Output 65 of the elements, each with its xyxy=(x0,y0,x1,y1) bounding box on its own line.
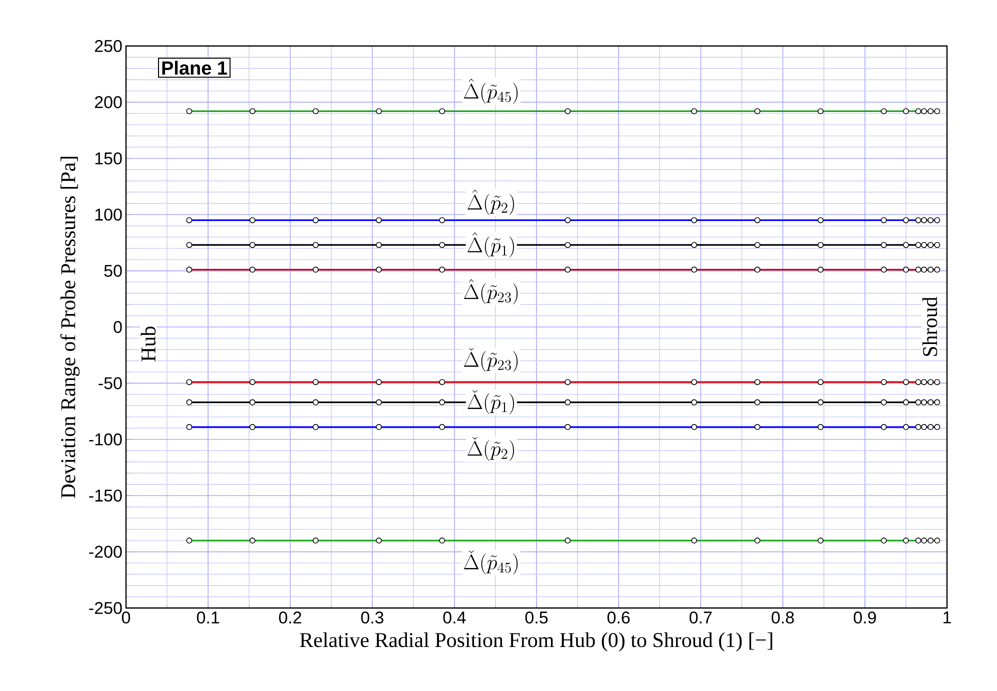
point xyxy=(564,242,571,248)
point xyxy=(186,242,192,248)
x-tick-label: 0.2 xyxy=(279,612,302,624)
point xyxy=(934,242,940,248)
y-tick-label: 250 xyxy=(94,40,122,52)
point xyxy=(691,399,698,406)
x-tick-label: 0.5 xyxy=(525,612,548,624)
annotation: $\hat{\Delta}(\tilde{p}_{1})$ xyxy=(468,232,514,258)
point xyxy=(249,242,256,248)
x-tick-label: 0.1 xyxy=(196,612,220,624)
x-tick-label: 0.7 xyxy=(690,612,712,624)
x-tick-label: 0.9 xyxy=(854,612,876,624)
x-axis-title: Relative Radial Position From Hub (0) to Shroud (1) [−] xyxy=(300,632,772,652)
x-tick-label: 1 xyxy=(944,612,951,624)
point xyxy=(439,242,446,248)
y-tick-label: 150 xyxy=(95,152,122,164)
point xyxy=(921,399,928,406)
point xyxy=(249,399,256,406)
annotation: $\check{\Delta}(\tilde{p}_{23})$ xyxy=(464,348,518,372)
y-tick-label: -50 xyxy=(98,377,122,390)
point xyxy=(376,242,382,248)
y-tick-label: 100 xyxy=(95,208,122,221)
x-tick-label: 0.8 xyxy=(772,612,794,624)
text: Plane 1 xyxy=(162,60,228,75)
point xyxy=(934,399,940,406)
annotation: $\check{\Delta}(\tilde{p}_{45})$ xyxy=(464,550,518,574)
point xyxy=(902,242,909,248)
annotation: $\check{\Delta}(\tilde{p}_{2})$ xyxy=(468,437,514,461)
annotation: Shroud xyxy=(922,296,938,356)
point xyxy=(186,399,192,406)
y-tick-label: -250 xyxy=(89,602,122,614)
point xyxy=(754,399,760,406)
y-tick-label: 200 xyxy=(94,96,122,108)
point xyxy=(921,242,928,248)
point xyxy=(915,242,922,248)
point xyxy=(754,242,760,248)
annotation: $\hat{\Delta}(\tilde{p}_{45})$ xyxy=(464,78,518,104)
annotation: $\check{\Delta}(\tilde{p}_{1})$ xyxy=(468,390,514,414)
y-tick-label: -100 xyxy=(89,433,122,446)
x-tick-label: 0.6 xyxy=(607,612,630,624)
x-tick-label: 0.3 xyxy=(361,612,384,624)
point xyxy=(818,399,824,406)
y-tick-label: 0 xyxy=(114,320,122,334)
x-tick-label: 0.4 xyxy=(443,612,466,624)
point xyxy=(880,242,887,248)
x-tick-label: 0 xyxy=(122,612,130,624)
point xyxy=(928,242,934,248)
point xyxy=(564,399,571,406)
point xyxy=(312,242,319,248)
annotation: $\hat{\Delta}(\tilde{p}_{23})$ xyxy=(464,279,518,304)
y-tick-label: -200 xyxy=(89,546,122,558)
point xyxy=(915,399,922,406)
point xyxy=(818,242,824,248)
point xyxy=(439,399,446,406)
annotation: Hub xyxy=(140,326,156,362)
y-tick-label: 50 xyxy=(104,264,122,277)
y-axis-title: Deviation Range of Probe Pressures [Pa] xyxy=(60,156,80,498)
y-tick-label: -150 xyxy=(89,490,122,502)
point xyxy=(880,399,887,406)
point xyxy=(691,242,698,248)
point xyxy=(928,399,934,406)
point xyxy=(312,399,319,406)
annotation: $\hat{\Delta}(\tilde{p}_{2})$ xyxy=(468,190,514,215)
point xyxy=(376,399,382,406)
point xyxy=(902,399,909,406)
